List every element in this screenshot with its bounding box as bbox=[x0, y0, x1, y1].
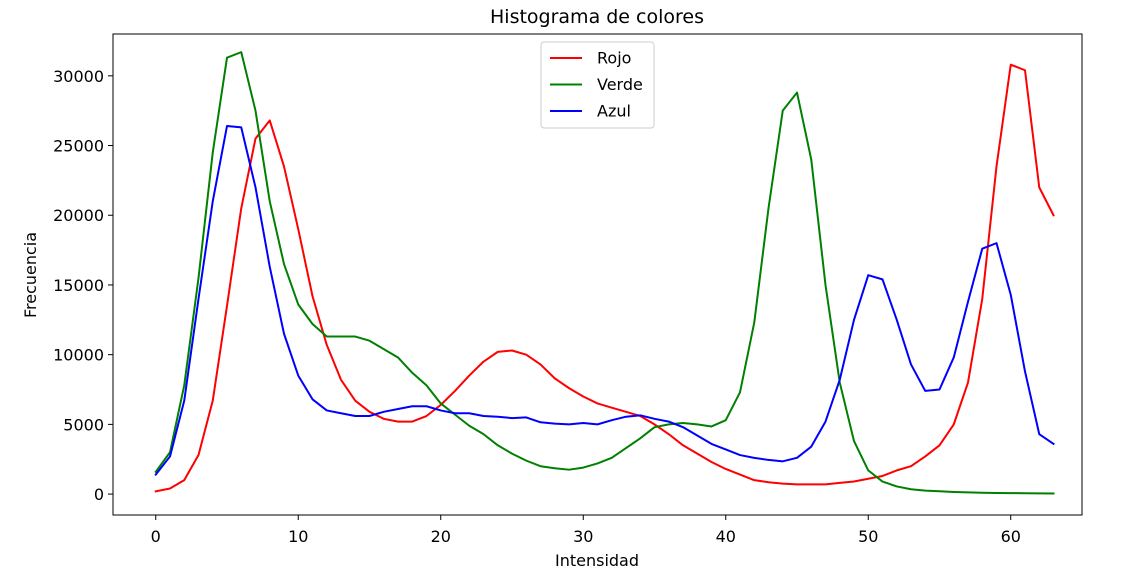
x-axis: 0 10 20 30 40 50 60 bbox=[151, 515, 1021, 546]
series-line-rojo bbox=[154, 63, 1055, 493]
series-line-verde bbox=[154, 51, 1055, 495]
x-axis-label: Intensidad bbox=[555, 551, 639, 570]
x-tick-label: 40 bbox=[716, 527, 736, 546]
y-axis-label: Frecuencia bbox=[21, 232, 40, 318]
x-tick-label: 60 bbox=[1001, 527, 1021, 546]
y-axis: 0 5000 10000 15000 20000 25000 30000 bbox=[53, 67, 113, 504]
y-tick-label: 10000 bbox=[53, 346, 104, 365]
x-tick-label: 10 bbox=[288, 527, 308, 546]
y-tick-label: 15000 bbox=[53, 276, 104, 295]
series-line-azul bbox=[154, 125, 1055, 476]
legend-frame bbox=[540, 41, 655, 129]
x-tick-label: 30 bbox=[573, 527, 593, 546]
series-layer bbox=[154, 51, 1055, 495]
chart-title: Histograma de colores bbox=[490, 6, 704, 28]
y-tick-label: 30000 bbox=[53, 67, 104, 86]
y-tick-label: 0 bbox=[94, 485, 104, 504]
legend-label-rojo: Rojo bbox=[597, 49, 631, 68]
y-tick-label: 25000 bbox=[53, 137, 104, 156]
legend: Rojo Verde Azul bbox=[540, 41, 655, 129]
x-tick-label: 20 bbox=[431, 527, 451, 546]
legend-label-verde: Verde bbox=[597, 75, 643, 94]
x-tick-label: 0 bbox=[151, 527, 161, 546]
plot-frame bbox=[112, 33, 1083, 516]
x-tick-label: 50 bbox=[858, 527, 878, 546]
legend-label-azul: Azul bbox=[597, 102, 631, 121]
y-tick-label: 5000 bbox=[63, 415, 104, 434]
y-tick-label: 20000 bbox=[53, 206, 104, 225]
